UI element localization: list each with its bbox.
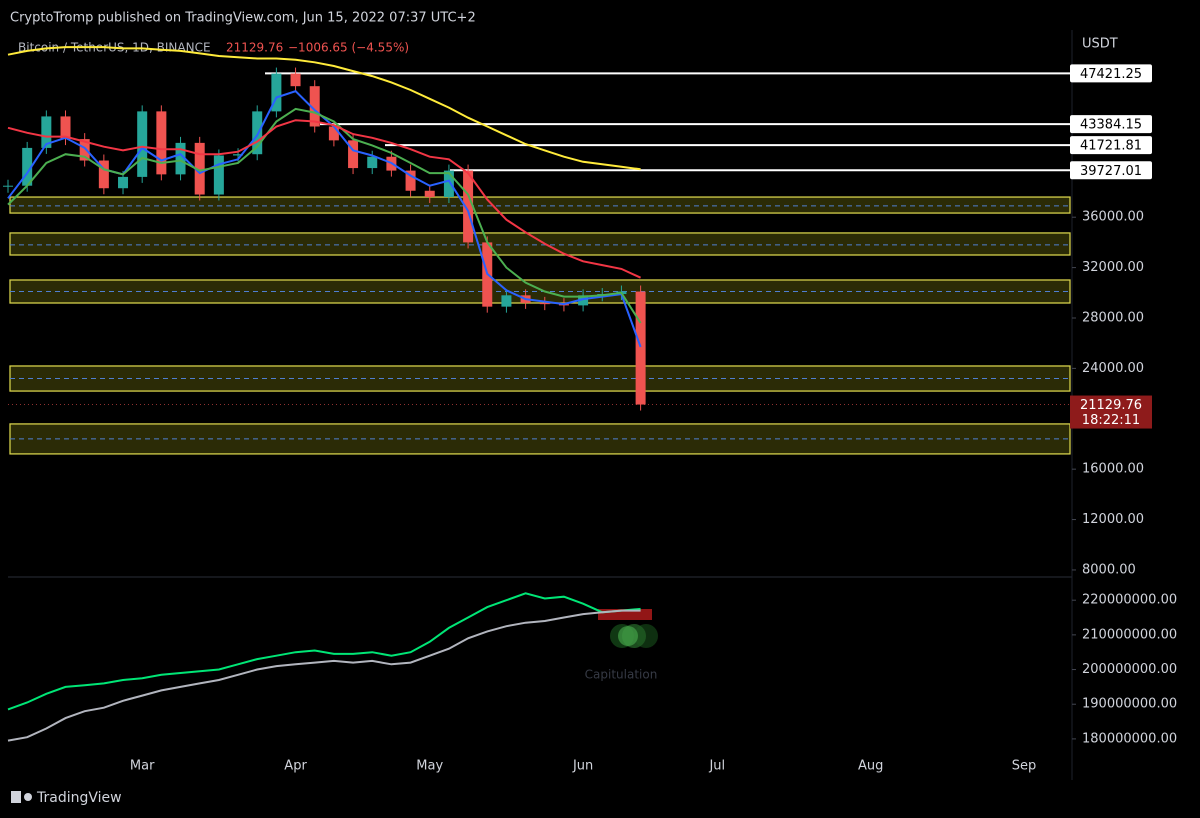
y-tick-label: 16000.00 <box>1082 462 1144 477</box>
x-tick-label: Aug <box>858 759 883 774</box>
candle <box>175 142 186 175</box>
y-tick-label: 190000000.00 <box>1082 697 1177 712</box>
candle <box>3 185 13 187</box>
last-price-box <box>1070 395 1152 429</box>
zone <box>9 365 1071 392</box>
logo <box>11 791 21 803</box>
candle <box>233 154 244 156</box>
last-price-header: 21129.76 <box>226 41 283 55</box>
level-label-box <box>1070 161 1152 180</box>
y-tick-label: 28000.00 <box>1082 310 1144 325</box>
candle <box>578 295 589 306</box>
candle <box>22 147 33 186</box>
series-line <box>7 46 641 171</box>
candle <box>463 170 474 243</box>
y-tick-label: 24000.00 <box>1082 361 1144 376</box>
level-label: 41721.81 <box>1080 139 1142 154</box>
level-label-box <box>1070 115 1152 134</box>
y-tick-label: 32000.00 <box>1082 260 1144 275</box>
level-label-box <box>1070 64 1152 83</box>
candle <box>271 73 282 112</box>
candle <box>252 111 263 155</box>
series-line <box>7 592 641 711</box>
countdown: 18:22:11 <box>1082 413 1140 428</box>
candle <box>137 111 148 177</box>
candle <box>405 170 416 191</box>
zone <box>9 232 1071 256</box>
last-price-label: 21129.76 <box>1080 398 1142 413</box>
currency: USDT <box>1082 37 1118 52</box>
candle <box>328 126 339 141</box>
capitulation-marker <box>598 609 658 648</box>
candle <box>156 111 167 175</box>
zone <box>9 196 1071 214</box>
candle <box>41 116 52 148</box>
candle <box>501 295 512 307</box>
candle <box>348 140 359 169</box>
x-tick-label: Jul <box>708 759 725 774</box>
level-label: 47421.25 <box>1080 67 1142 82</box>
annotation: Capitulation <box>585 668 658 682</box>
candle <box>79 139 90 161</box>
x-tick-label: May <box>416 759 443 774</box>
x-tick-label: Jun <box>572 759 593 774</box>
candle <box>367 156 378 169</box>
x-tick-label: Apr <box>284 759 307 774</box>
candle <box>635 291 646 405</box>
y-tick-label: 220000000.00 <box>1082 593 1177 608</box>
level-label-box <box>1070 136 1152 155</box>
header: CryptoTromp published on TradingView.com… <box>10 11 476 26</box>
x-tick-label: Mar <box>130 759 155 774</box>
y-tick-label: 12000.00 <box>1082 512 1144 527</box>
candle <box>443 170 454 198</box>
y-tick-label: 210000000.00 <box>1082 627 1177 642</box>
candle <box>309 86 320 127</box>
level-label: 39727.01 <box>1080 164 1142 179</box>
candle <box>118 176 129 189</box>
y-tick-label: 180000000.00 <box>1082 731 1177 746</box>
series-line <box>7 609 641 742</box>
level-label: 43384.15 <box>1080 118 1142 133</box>
x-tick-label: Sep <box>1012 759 1037 774</box>
change: −1006.65 (−4.55%) <box>288 41 409 55</box>
candle <box>424 190 435 198</box>
y-tick-label: 8000.00 <box>1082 562 1136 577</box>
logo <box>24 793 32 801</box>
brand: TradingView <box>11 790 122 806</box>
candle <box>98 160 109 189</box>
y-tick-label: 200000000.00 <box>1082 662 1177 677</box>
indicator-fill <box>598 609 652 620</box>
candle <box>60 116 71 140</box>
series-line <box>7 119 642 279</box>
y-tick-label: 36000.00 <box>1082 210 1144 225</box>
candle <box>539 302 550 305</box>
series-line <box>7 107 642 324</box>
candle <box>194 142 205 195</box>
bubble <box>618 626 638 646</box>
bubble <box>634 624 658 648</box>
candle <box>213 155 224 195</box>
footer-brand: TradingView <box>36 790 122 806</box>
candle <box>290 73 301 87</box>
